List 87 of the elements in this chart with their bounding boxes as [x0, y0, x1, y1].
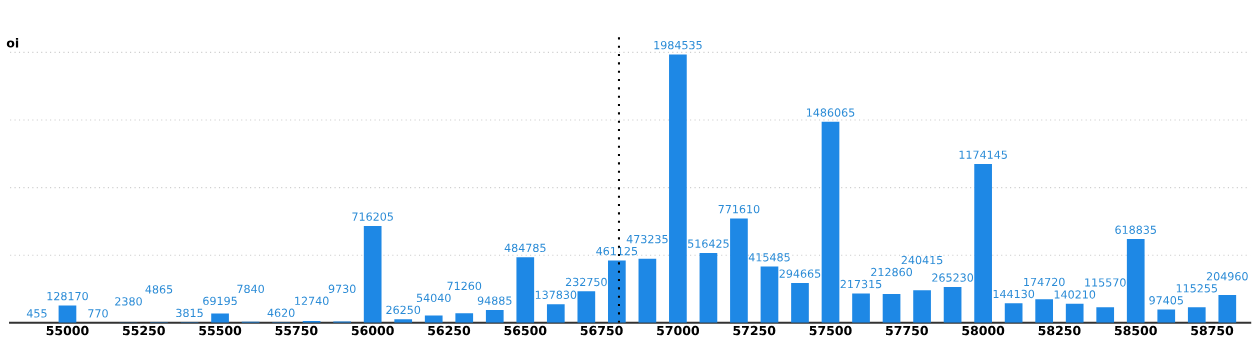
data-label: 174720 — [1024, 277, 1065, 287]
x-tick-label: 58500 — [1114, 325, 1157, 336]
bar — [455, 313, 474, 323]
x-tick-label: 56250 — [428, 325, 471, 336]
data-label: 7840 — [237, 284, 264, 294]
data-label: 2380 — [115, 297, 142, 306]
bar — [577, 291, 596, 323]
data-label: 415485 — [748, 253, 790, 262]
data-label: 461125 — [596, 246, 638, 256]
data-label: 1984535 — [654, 40, 702, 50]
data-label: 1174145 — [959, 150, 1007, 159]
bar — [58, 305, 77, 323]
data-label: 140210 — [1054, 290, 1096, 299]
data-label: 716205 — [352, 212, 393, 221]
bar — [760, 266, 779, 323]
data-label: 4865 — [145, 285, 173, 294]
data-label: 144130 — [993, 289, 1035, 299]
data-label: 115570 — [1085, 278, 1126, 287]
bar — [608, 260, 626, 323]
data-label: 473235 — [626, 234, 668, 244]
bar — [699, 252, 718, 323]
data-label: 240415 — [901, 255, 943, 265]
bar — [821, 121, 840, 323]
bar — [546, 304, 565, 323]
data-label: 516425 — [688, 239, 729, 248]
data-label: 4620 — [267, 308, 295, 318]
bar — [1218, 295, 1237, 323]
bar — [943, 286, 962, 323]
bar — [1187, 307, 1206, 323]
data-label: 771610 — [718, 204, 760, 214]
x-tick-label: 55500 — [199, 325, 242, 336]
bar — [516, 257, 535, 323]
x-tick-label: 56500 — [504, 325, 547, 336]
bar — [730, 218, 748, 323]
y-axis-title: oi — [6, 37, 19, 48]
data-label: 115255 — [1176, 284, 1218, 293]
x-tick-label: 58250 — [1038, 325, 1081, 336]
x-tick-label: 58750 — [1191, 325, 1234, 336]
bar — [424, 315, 443, 323]
bar — [1126, 239, 1145, 323]
bar — [485, 309, 504, 323]
data-label: 137830 — [535, 290, 577, 299]
data-label: 71260 — [447, 281, 482, 291]
x-tick-label: 55250 — [122, 325, 165, 336]
data-label: 9730 — [328, 284, 356, 294]
x-tick-label: 57500 — [809, 325, 852, 336]
data-label: 294665 — [779, 269, 821, 278]
bar — [1004, 303, 1023, 323]
bar — [913, 290, 931, 323]
x-tick-label: 57250 — [733, 325, 776, 336]
bar — [1065, 303, 1084, 323]
x-tick-label: 56000 — [351, 325, 394, 336]
data-label: 94885 — [477, 296, 512, 305]
data-label: 69195 — [203, 296, 237, 306]
bar — [363, 225, 382, 323]
bar — [1157, 309, 1176, 323]
bar — [791, 282, 809, 323]
bar — [211, 313, 229, 323]
bar — [669, 54, 687, 323]
data-label: 232750 — [565, 277, 607, 287]
data-label: 204960 — [1206, 272, 1248, 281]
x-tick-label: 58000 — [962, 325, 1005, 336]
x-tick-label: 57750 — [886, 325, 928, 336]
data-label: 618835 — [1115, 225, 1156, 234]
data-label: 212860 — [871, 267, 913, 277]
data-label: 97405 — [1149, 296, 1183, 305]
data-label: 265230 — [932, 273, 974, 282]
x-tick-label: 55750 — [275, 325, 318, 336]
bar — [638, 258, 657, 323]
bar — [1035, 299, 1054, 323]
data-label: 128170 — [47, 291, 88, 301]
data-label: 12740 — [295, 296, 329, 306]
data-label: 1486065 — [806, 108, 855, 117]
bar — [974, 164, 992, 323]
x-tick-label: 56750 — [580, 325, 623, 336]
data-label: 455 — [26, 309, 47, 318]
data-label: 54040 — [416, 293, 451, 303]
data-label: 484785 — [504, 243, 546, 253]
data-label: 26250 — [386, 305, 421, 315]
bar — [852, 293, 870, 323]
data-label: 3815 — [176, 308, 203, 318]
bar — [1096, 307, 1115, 323]
data-label: 770 — [88, 309, 108, 318]
data-label: 217315 — [840, 279, 882, 289]
bar — [882, 294, 901, 323]
x-tick-label: 57000 — [657, 325, 700, 336]
x-tick-label: 55000 — [46, 325, 89, 336]
